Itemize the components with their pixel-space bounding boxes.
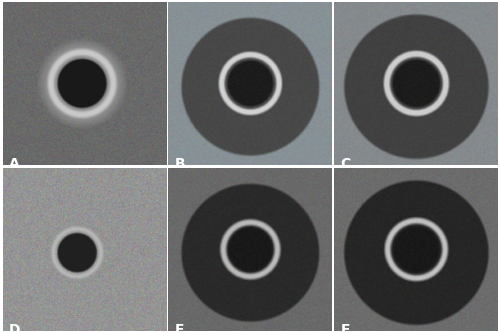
- Text: C: C: [340, 157, 351, 171]
- Text: B: B: [175, 157, 186, 171]
- Text: E: E: [175, 323, 184, 333]
- Text: F: F: [340, 323, 350, 333]
- Text: A: A: [9, 157, 20, 171]
- Text: D: D: [9, 323, 20, 333]
